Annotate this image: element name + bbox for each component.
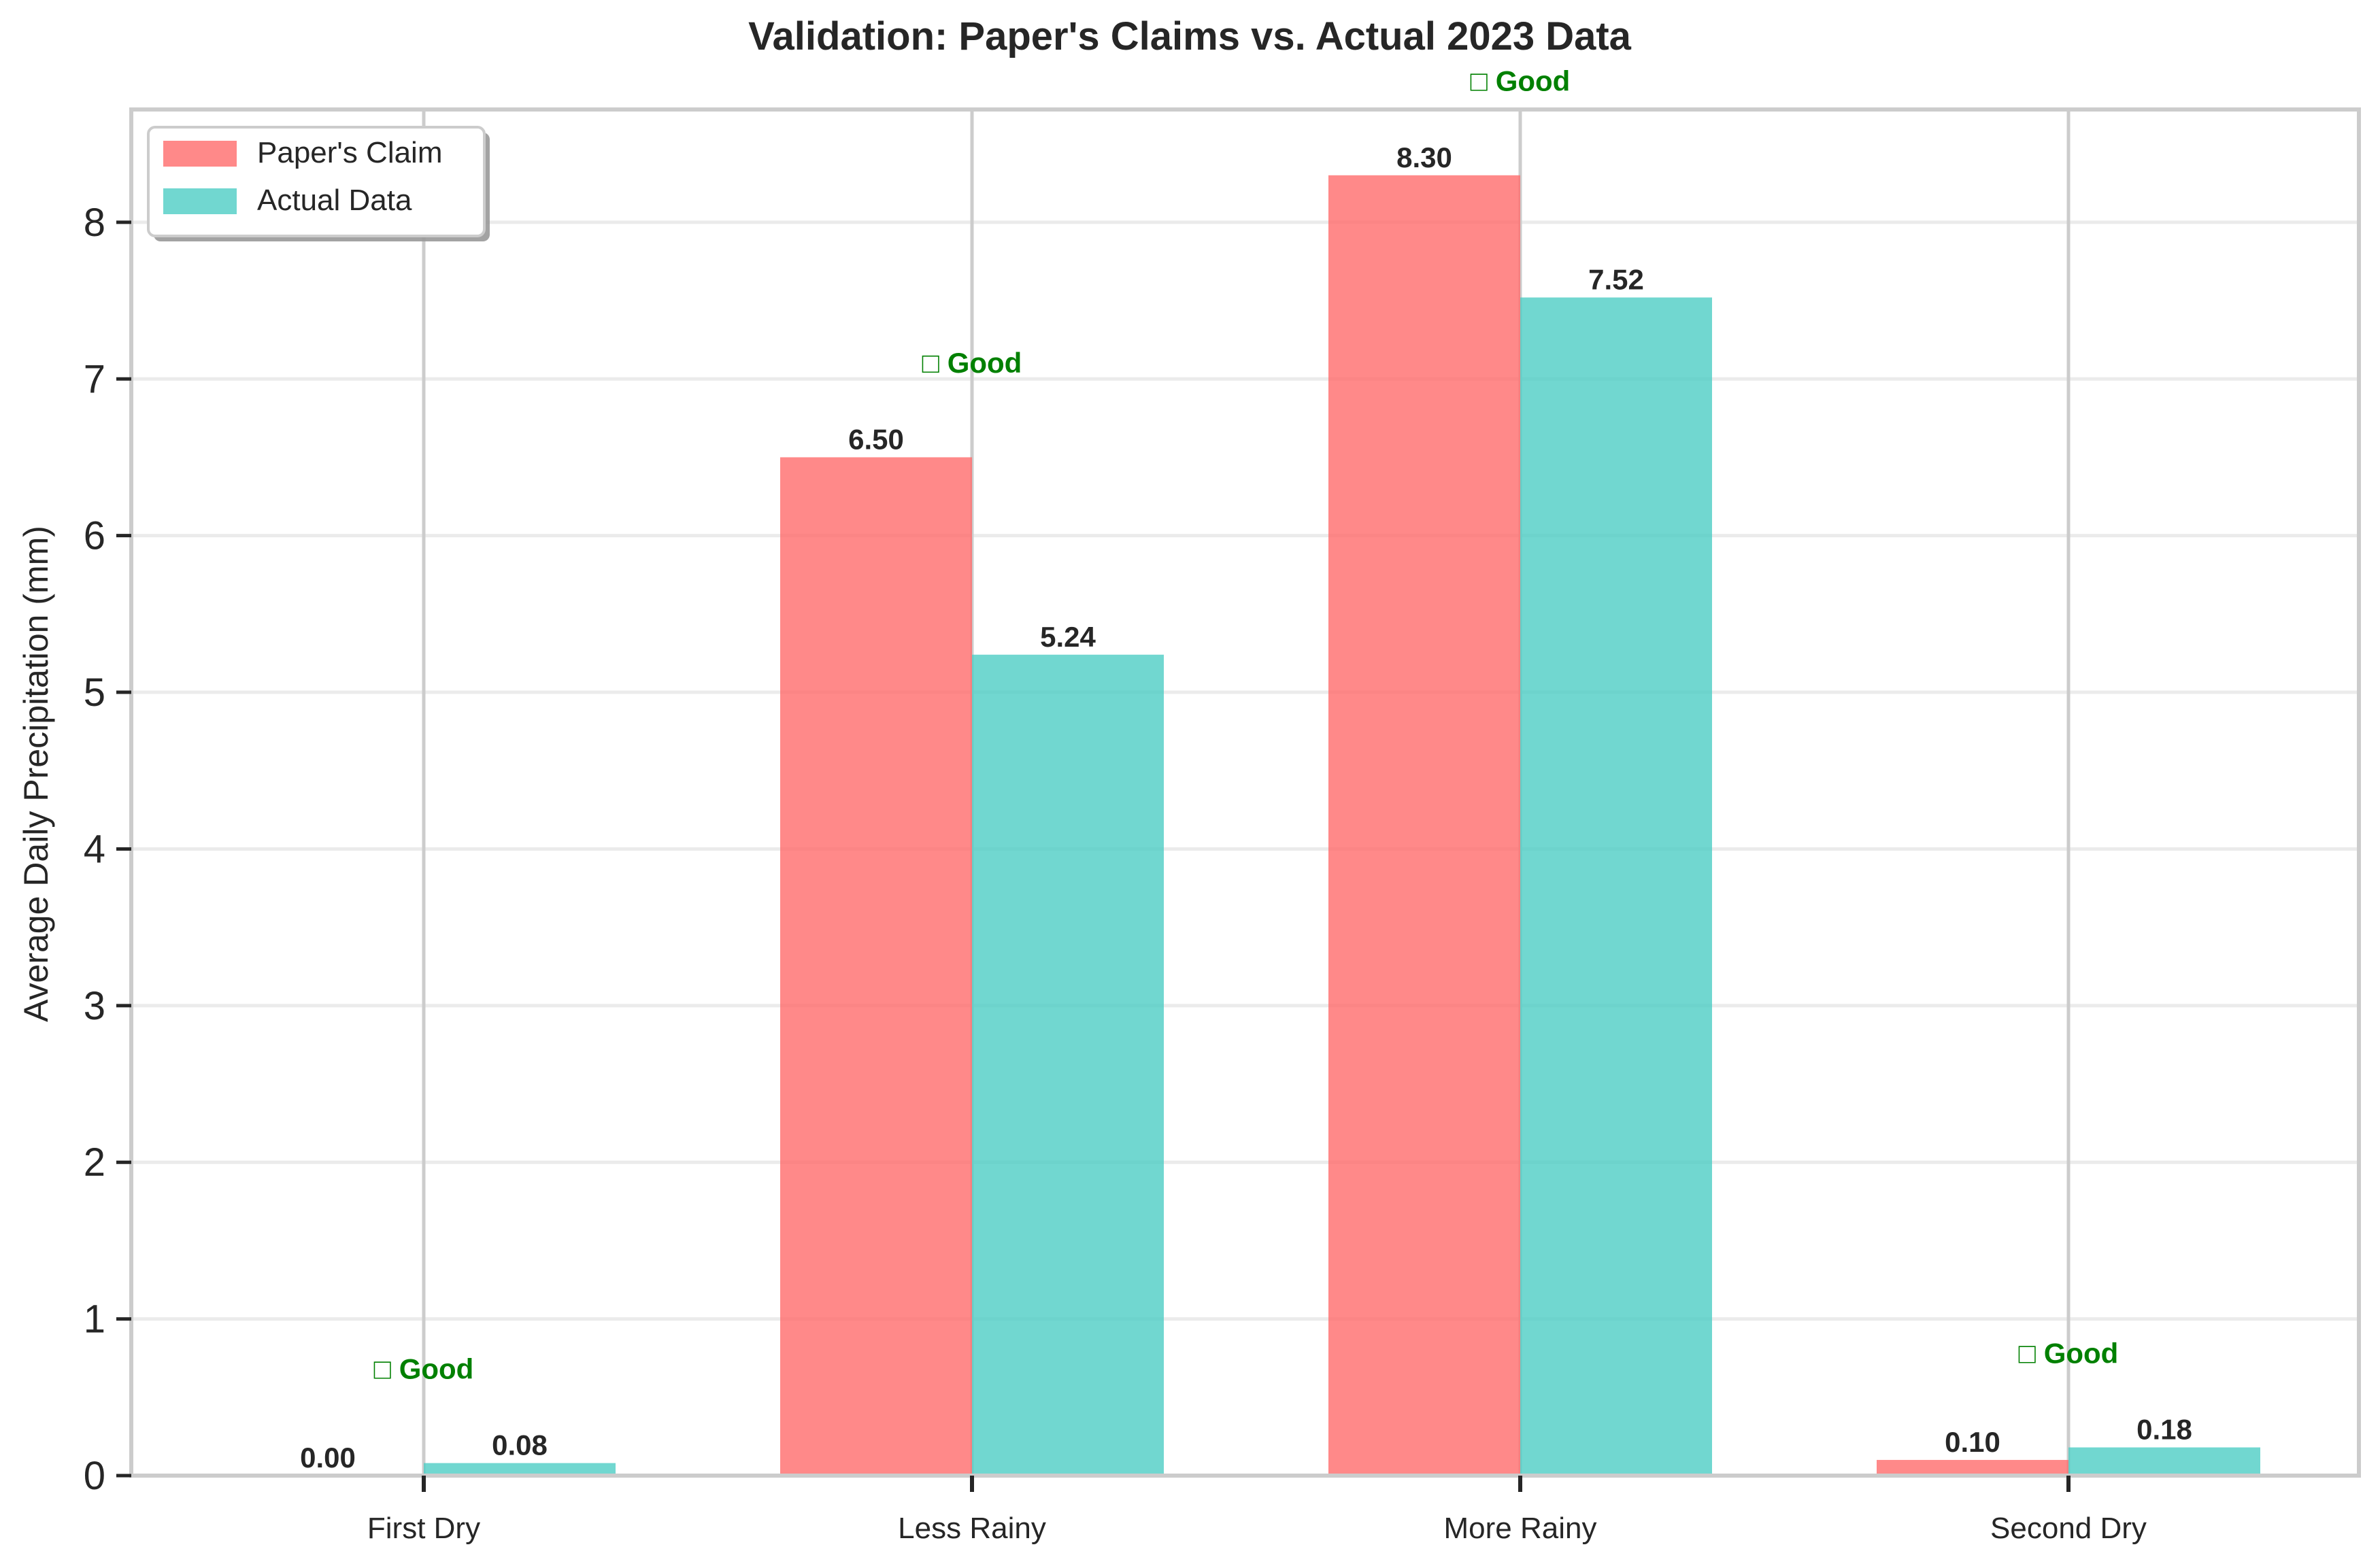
legend-swatch [163, 141, 237, 167]
chart-title: Validation: Paper's Claims vs. Actual 20… [748, 14, 1632, 58]
x-tick-label: Less Rainy [898, 1512, 1046, 1545]
bar-paper-claim [1328, 175, 1520, 1476]
legend: Paper's Claim Actual Data [147, 126, 490, 241]
x-tick-label: First Dry [367, 1512, 480, 1545]
axes: 0 1 2 3 4 5 6 7 8 First Dry Less Rainy More Rainy Se… [84, 201, 2147, 1545]
y-tick-label: 6 [84, 514, 105, 558]
legend-swatch [163, 188, 237, 214]
bar-paper-claim [1877, 1459, 2068, 1476]
bar-value-label: 8.30 [1396, 141, 1452, 173]
bar-value-label: 5.24 [1040, 621, 1096, 653]
annotations: □ Good □ Good □ Good □ Good [374, 65, 2119, 1385]
y-tick-label: 8 [84, 201, 105, 245]
bar-value-label: 7.52 [1588, 263, 1644, 295]
y-tick-label: 0 [84, 1454, 105, 1498]
status-annotation: □ Good [1471, 65, 1571, 97]
status-annotation: □ Good [2019, 1337, 2119, 1369]
bar-value-label: 0.08 [492, 1429, 548, 1461]
bar-value-label: 0.10 [1945, 1426, 2000, 1458]
bar-value-label: 0.18 [2136, 1414, 2192, 1446]
y-tick-label: 2 [84, 1140, 105, 1185]
bar-value-label: 6.50 [848, 423, 904, 455]
bars [424, 175, 2260, 1476]
legend-label: Actual Data [257, 184, 412, 217]
y-tick-label: 4 [84, 827, 105, 871]
x-tick-label: More Rainy [1444, 1512, 1597, 1545]
y-tick-label: 5 [84, 670, 105, 715]
bar-actual-data [972, 654, 1164, 1476]
legend-label: Paper's Claim [257, 136, 443, 169]
y-tick-label: 7 [84, 357, 105, 401]
x-tick-label: Second Dry [1990, 1512, 2147, 1545]
bar-actual-data [2068, 1447, 2260, 1476]
y-tick-label: 1 [84, 1297, 105, 1342]
bar-paper-claim [780, 457, 972, 1476]
status-annotation: □ Good [374, 1353, 474, 1384]
bar-actual-data [424, 1463, 616, 1476]
y-tick-label: 3 [84, 984, 105, 1028]
bar-actual-data [1520, 297, 1712, 1476]
bar-value-label: 0.00 [300, 1442, 356, 1474]
plot-frame [129, 107, 2361, 1478]
value-labels: 0.00 6.50 8.30 0.10 0.08 5.24 7.52 0.18 [300, 141, 2192, 1474]
y-axis-label: Average Daily Precipitation (mm) [17, 526, 55, 1022]
status-annotation: □ Good [922, 347, 1022, 379]
